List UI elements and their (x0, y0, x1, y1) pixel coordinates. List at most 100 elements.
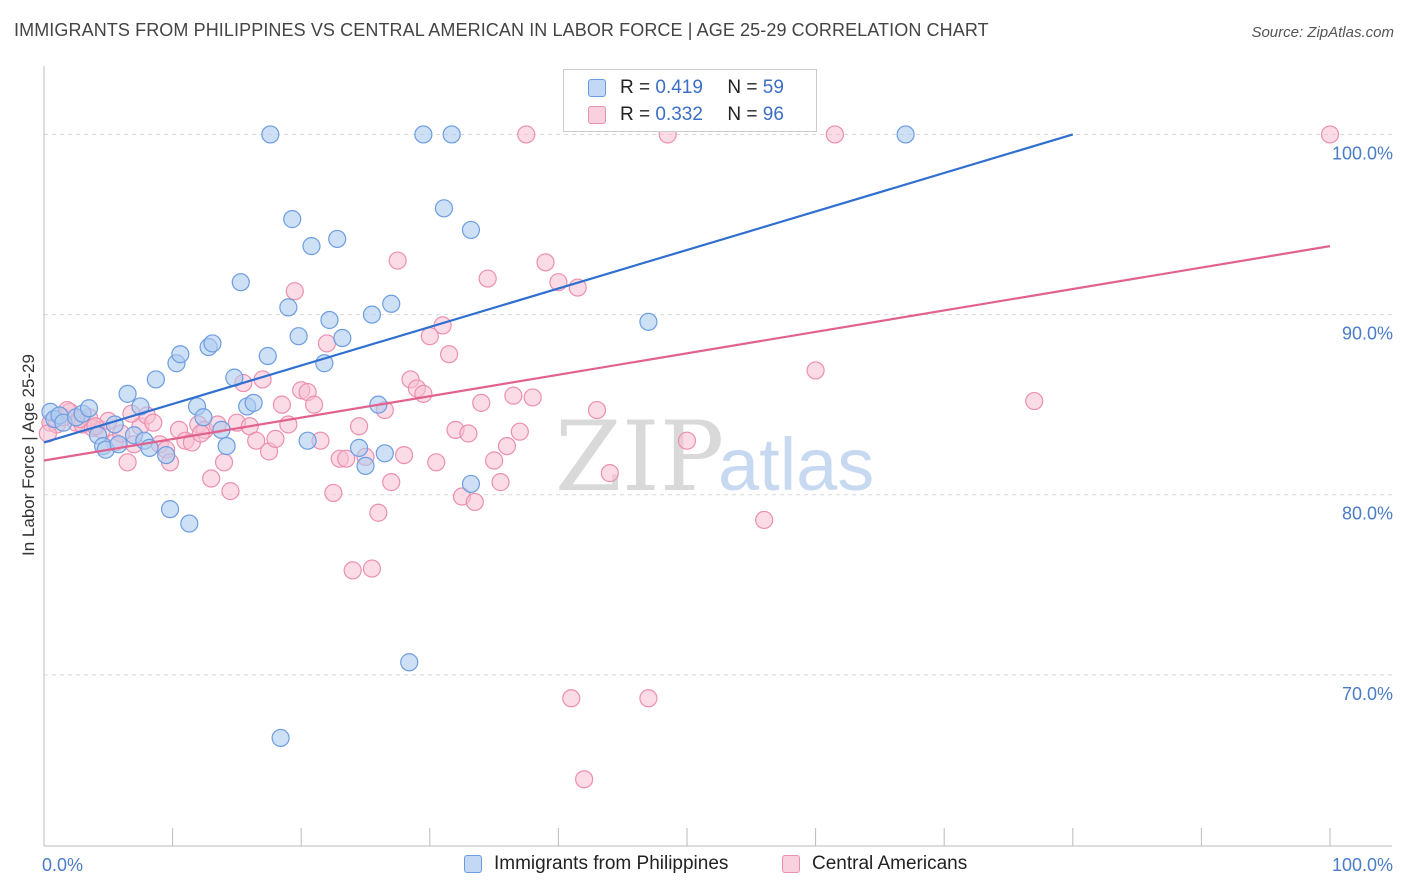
point-philippines (217, 436, 236, 456)
point-central-americans (1320, 125, 1340, 144)
watermark: ZIP atlas (555, 401, 874, 513)
point-philippines (79, 399, 99, 418)
watermark-zip: ZIP (555, 401, 724, 513)
point-central-americans (806, 361, 825, 380)
legend-swatch-blue (588, 79, 606, 97)
point-philippines (639, 312, 658, 331)
bottom-legend-label-philippines: Immigrants from Philippines (494, 853, 729, 874)
point-central-americans (382, 473, 401, 492)
point-philippines (244, 393, 263, 412)
y-tick-label: 70.0% (1342, 684, 1393, 704)
point-central-americans (349, 417, 369, 436)
trend-lines (43, 133, 1331, 462)
point-central-americans (427, 453, 446, 472)
point-philippines (203, 334, 222, 353)
point-central-americans (600, 464, 619, 483)
y-tick-label: 90.0% (1342, 324, 1393, 344)
point-philippines (180, 514, 199, 533)
point-philippines (328, 229, 347, 249)
point-philippines (258, 346, 277, 366)
point-philippines (442, 125, 461, 144)
point-central-americans (394, 445, 414, 465)
point-central-americans (575, 770, 594, 789)
point-philippines (333, 328, 352, 348)
point-central-americans (337, 449, 356, 468)
stats-legend: R = 0.419 N = 59 R = 0.332 N = 96 (563, 69, 817, 132)
y-tick-label: 100.0% (1332, 143, 1393, 163)
point-philippines (109, 435, 128, 454)
point-philippines (400, 653, 419, 672)
legend-r-label: R = (620, 104, 651, 125)
point-philippines (283, 210, 302, 229)
point-central-americans (362, 559, 382, 578)
tick-labels: 70.0% 80.0% 90.0% 100.0% 0.0% 100.0% (42, 143, 1393, 875)
trend-line-central-americans (43, 245, 1331, 462)
point-central-americans (414, 384, 433, 403)
point-philippines (896, 125, 915, 144)
point-central-americans (639, 689, 658, 708)
point-philippines (146, 370, 165, 389)
point-central-americans (510, 422, 529, 441)
point-central-americans (1025, 391, 1044, 411)
bottom-legend-swatch-pink (782, 855, 800, 873)
bottom-legend-label-central-americans: Central Americans (812, 853, 968, 874)
point-central-americans (439, 345, 459, 364)
point-central-americans (465, 492, 484, 512)
point-central-americans (504, 386, 523, 405)
bottom-legend-philippines: Immigrants from Philippines (464, 852, 728, 876)
point-central-americans (755, 510, 774, 530)
point-central-americans (587, 400, 607, 420)
legend-n-label: N = (727, 104, 758, 125)
point-philippines (461, 474, 481, 494)
point-philippines (414, 125, 433, 144)
point-philippines (131, 397, 150, 416)
point-philippines (194, 408, 213, 427)
legend-r-value-philippines: 0.419 (655, 77, 703, 98)
chart-source: Source: ZipAtlas.com (1251, 24, 1394, 41)
point-central-americans (459, 424, 478, 443)
point-central-americans (562, 689, 581, 708)
point-philippines (289, 327, 308, 346)
legend-n-value-central-americans: 96 (762, 104, 784, 125)
point-philippines (302, 237, 321, 256)
point-philippines (320, 310, 339, 330)
point-central-americans (285, 282, 304, 301)
trend-line-philippines (43, 133, 1074, 444)
point-philippines (298, 431, 317, 450)
point-philippines (382, 294, 401, 313)
watermark-atlas: atlas (718, 423, 874, 506)
legend-swatch-pink (588, 106, 606, 124)
point-philippines (461, 220, 481, 240)
point-central-americans (472, 393, 491, 412)
point-central-americans (324, 483, 343, 503)
point-philippines (279, 298, 298, 317)
point-central-americans (485, 451, 504, 470)
legend-row-central-americans: R = 0.332 N = 96 (588, 102, 784, 128)
point-central-americans (517, 125, 536, 144)
point-philippines (160, 500, 180, 519)
x-tick-label-min: 0.0% (42, 855, 83, 875)
point-philippines (349, 438, 369, 457)
point-central-americans (304, 395, 324, 414)
bottom-legend-central-americans: Central Americans (782, 852, 967, 876)
point-central-americans (317, 334, 337, 353)
y-axis-label: In Labor Force | Age 25-29 (19, 354, 38, 556)
point-central-americans (677, 431, 697, 450)
point-philippines (356, 456, 375, 476)
point-philippines (434, 199, 454, 218)
legend-r-label: R = (620, 77, 651, 98)
point-central-americans (202, 469, 221, 488)
chart-title: IMMIGRANTS FROM PHILIPPINES VS CENTRAL A… (14, 20, 989, 40)
point-central-americans (144, 413, 163, 432)
point-philippines (157, 445, 176, 465)
point-philippines (118, 384, 137, 403)
point-philippines (362, 305, 382, 324)
legend-r-value-central-americans: 0.332 (655, 104, 703, 125)
legend-row-philippines: R = 0.419 N = 59 (588, 75, 784, 101)
point-central-americans (214, 453, 234, 472)
point-central-americans (388, 251, 407, 270)
point-philippines (171, 345, 190, 364)
point-central-americans (478, 269, 497, 288)
y-tick-label: 80.0% (1342, 504, 1393, 524)
